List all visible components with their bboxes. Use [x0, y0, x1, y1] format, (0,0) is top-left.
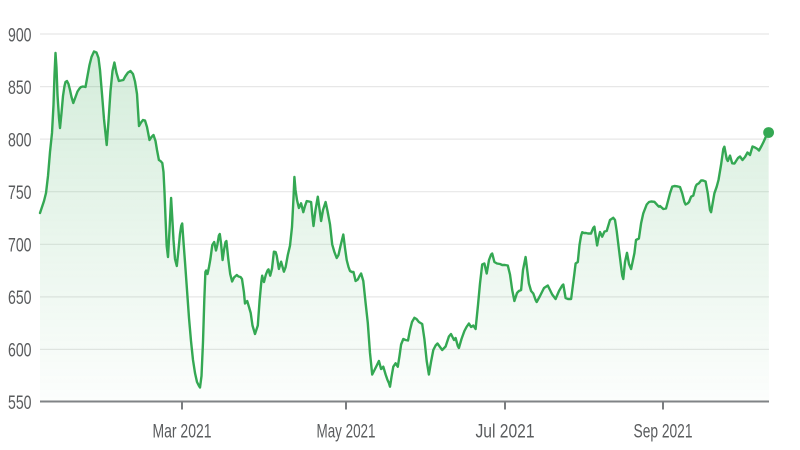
svg-text:May 2021: May 2021 — [317, 422, 376, 443]
svg-text:550: 550 — [8, 393, 32, 414]
svg-text:700: 700 — [8, 236, 32, 257]
svg-text:900: 900 — [8, 25, 32, 46]
svg-text:750: 750 — [8, 183, 32, 204]
svg-text:Jul 2021: Jul 2021 — [476, 422, 535, 443]
svg-text:650: 650 — [8, 288, 32, 309]
svg-text:800: 800 — [8, 130, 32, 151]
svg-text:Sep 2021: Sep 2021 — [634, 422, 693, 443]
svg-text:850: 850 — [8, 78, 32, 99]
svg-text:600: 600 — [8, 341, 32, 362]
svg-text:Mar 2021: Mar 2021 — [153, 422, 212, 443]
